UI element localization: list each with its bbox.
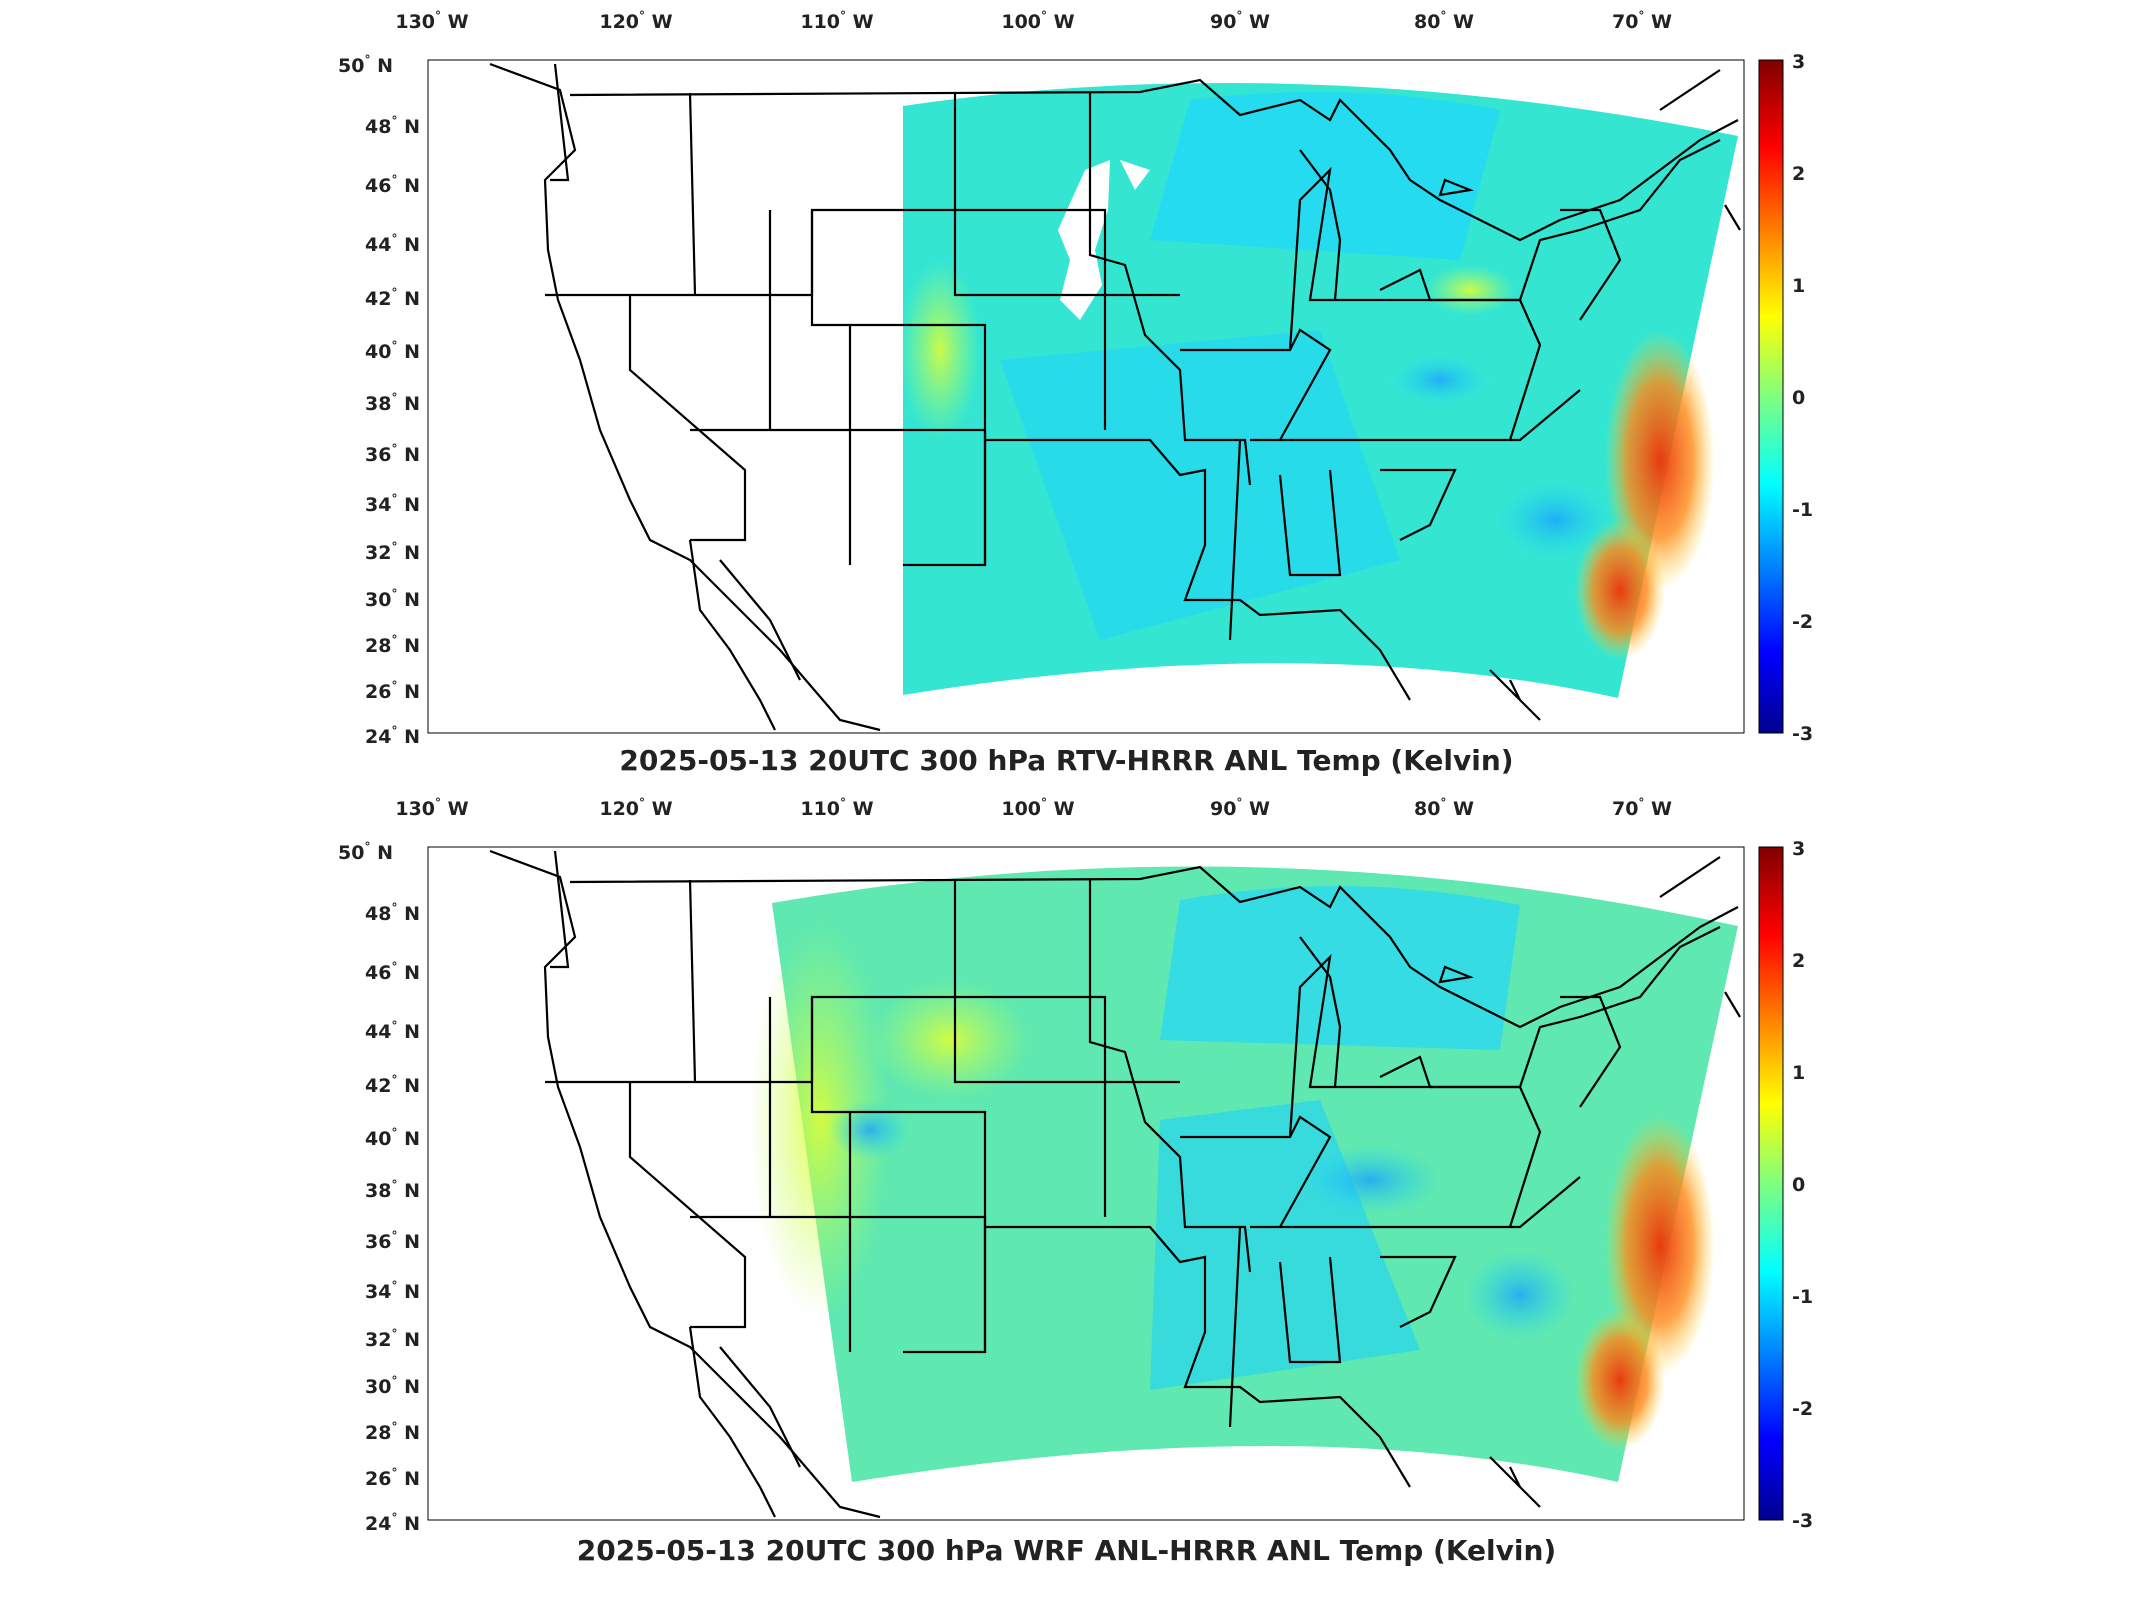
- map-figure-top: 50° N 48° N 46° N 44° N 42° N 40° N 38° …: [338, 9, 1813, 748]
- svg-text:28° N: 28° N: [365, 633, 420, 657]
- svg-text:3: 3: [1792, 51, 1805, 73]
- colorbar-ticks: 3 2 1 0 -1 -2 -3: [1792, 838, 1813, 1532]
- map-title-top: 2025-05-13 20UTC 300 hPa RTV-HRRR ANL Te…: [619, 744, 1514, 777]
- svg-text:1: 1: [1792, 275, 1805, 297]
- svg-text:100° W: 100° W: [1001, 796, 1074, 820]
- svg-text:34° N: 34° N: [365, 1279, 420, 1303]
- svg-text:80° W: 80° W: [1414, 796, 1474, 820]
- svg-text:100° W: 100° W: [1001, 9, 1074, 33]
- svg-text:-3: -3: [1792, 723, 1813, 745]
- svg-text:130° W: 130° W: [395, 796, 468, 820]
- svg-text:80° W: 80° W: [1414, 9, 1474, 33]
- svg-text:3: 3: [1792, 838, 1805, 860]
- svg-text:40° N: 40° N: [365, 1126, 420, 1150]
- svg-text:34° N: 34° N: [365, 492, 420, 516]
- svg-text:32° N: 32° N: [365, 1327, 420, 1351]
- svg-text:44° N: 44° N: [365, 232, 420, 256]
- svg-text:-2: -2: [1792, 1398, 1813, 1420]
- svg-text:0: 0: [1792, 1174, 1805, 1196]
- svg-text:48° N: 48° N: [365, 114, 420, 138]
- svg-text:1: 1: [1792, 1062, 1805, 1084]
- svg-text:90° W: 90° W: [1210, 796, 1270, 820]
- map-panel-top: 50° N 48° N 46° N 44° N 42° N 40° N 38° …: [0, 0, 2133, 790]
- svg-text:-3: -3: [1792, 1510, 1813, 1532]
- svg-text:120° W: 120° W: [599, 796, 672, 820]
- boundary-lines: [489, 62, 1741, 732]
- svg-text:26° N: 26° N: [365, 679, 420, 703]
- map-title-bottom: 2025-05-13 20UTC 300 hPa WRF ANL-HRRR AN…: [576, 1534, 1557, 1567]
- svg-text:50° N: 50° N: [338, 840, 393, 864]
- svg-text:38° N: 38° N: [365, 1178, 420, 1202]
- svg-text:24° N: 24° N: [365, 1511, 420, 1535]
- svg-text:24° N: 24° N: [365, 724, 420, 748]
- svg-text:44° N: 44° N: [365, 1019, 420, 1043]
- svg-text:70° W: 70° W: [1612, 9, 1672, 33]
- svg-text:70° W: 70° W: [1612, 796, 1672, 820]
- svg-text:2: 2: [1792, 950, 1805, 972]
- svg-text:28° N: 28° N: [365, 1420, 420, 1444]
- svg-text:120° W: 120° W: [599, 9, 672, 33]
- svg-text:30° N: 30° N: [365, 587, 420, 611]
- svg-text:36° N: 36° N: [365, 1229, 420, 1253]
- svg-text:46° N: 46° N: [365, 173, 420, 197]
- svg-text:0: 0: [1792, 387, 1805, 409]
- map-figure-bottom: 50° N 48° N 46° N 44° N 42° N 40° N 38° …: [338, 796, 1813, 1535]
- svg-text:50° N: 50° N: [338, 53, 393, 77]
- lat-labels: 50° N 48° N 46° N 44° N 42° N 40° N 38° …: [338, 53, 420, 748]
- svg-text:-1: -1: [1792, 1286, 1813, 1308]
- svg-text:-1: -1: [1792, 499, 1813, 521]
- lon-labels: 130° W 120° W 110° W 100° W 90° W 80° W …: [395, 9, 1672, 33]
- svg-text:42° N: 42° N: [365, 286, 420, 310]
- svg-text:46° N: 46° N: [365, 960, 420, 984]
- svg-text:26° N: 26° N: [365, 1466, 420, 1490]
- svg-text:90° W: 90° W: [1210, 9, 1270, 33]
- lon-labels: 130° W 120° W 110° W 100° W 90° W 80° W …: [395, 796, 1672, 820]
- svg-text:38° N: 38° N: [365, 391, 420, 415]
- boundary-lines: [489, 849, 1741, 1519]
- svg-text:2: 2: [1792, 163, 1805, 185]
- lat-labels: 50° N 48° N 46° N 44° N 42° N 40° N 38° …: [338, 840, 420, 1535]
- svg-text:36° N: 36° N: [365, 442, 420, 466]
- svg-text:42° N: 42° N: [365, 1073, 420, 1097]
- svg-text:-2: -2: [1792, 611, 1813, 633]
- svg-text:40° N: 40° N: [365, 339, 420, 363]
- svg-text:110° W: 110° W: [800, 9, 873, 33]
- svg-text:110° W: 110° W: [800, 796, 873, 820]
- svg-text:48° N: 48° N: [365, 901, 420, 925]
- colorbar: [1758, 846, 1784, 1521]
- svg-text:30° N: 30° N: [365, 1374, 420, 1398]
- svg-text:130° W: 130° W: [395, 9, 468, 33]
- svg-text:32° N: 32° N: [365, 540, 420, 564]
- colorbar-ticks: 3 2 1 0 -1 -2 -3: [1792, 51, 1813, 745]
- map-panel-bottom: 50° N 48° N 46° N 44° N 42° N 40° N 38° …: [0, 790, 2133, 1600]
- colorbar: [1758, 59, 1784, 734]
